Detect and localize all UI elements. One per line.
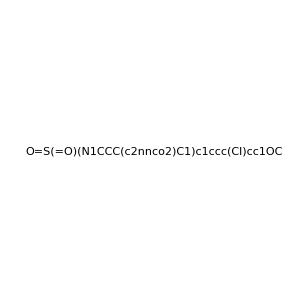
Text: O=S(=O)(N1CCC(c2nnco2)C1)c1ccc(Cl)cc1OC: O=S(=O)(N1CCC(c2nnco2)C1)c1ccc(Cl)cc1OC [25, 146, 282, 157]
